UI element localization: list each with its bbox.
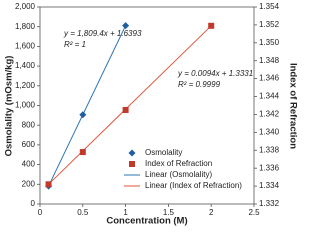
y2-tick-label: 1.346 [259,74,280,83]
x-axis-label: Concentration (M) [106,216,187,227]
y2-tick-label: 1.338 [259,145,280,154]
y2-tick-label: 1.354 [259,2,280,11]
y-tick-label: 0 [31,199,36,208]
y-tick-label: 1,200 [15,81,36,90]
annotation: y = 0.0094x + 1.3331 [177,69,253,78]
y-tick-label: 800 [22,120,36,129]
y-tick-label: 1,600 [15,42,36,51]
chart: Concentration (M) Osmolality (mOsm/kg) I… [4,2,299,227]
y2-tick-label: 1.340 [259,127,280,136]
x-tick-label: 0 [38,208,43,217]
y-tick-label: 200 [22,179,36,188]
x-tick-label: 1 [123,208,128,217]
legend-swatch [129,161,135,167]
point [208,22,215,29]
y2-tick-label: 1.334 [259,181,280,190]
y2-tick-label: 1.344 [259,92,280,101]
x-tick-label: 1.5 [163,208,175,217]
legend-label: Linear (Osmolality) [145,170,212,179]
y2-tick-label: 1.350 [259,38,280,47]
point [79,149,86,156]
y2-tick-label: 1.348 [259,56,280,65]
legend-label: Index of Refraction [145,159,212,168]
point [122,106,129,113]
y-tick-label: 1,800 [15,22,36,31]
annotation: R² = 0.9999 [178,80,221,89]
y-axis-label: Osmolality (mOsm/kg) [4,56,15,157]
y2-tick-label: 1.342 [259,110,280,119]
point [45,181,52,188]
y-tick-label: 1,000 [15,101,36,110]
y-tick-label: 2,000 [15,2,36,11]
point [79,111,87,119]
x-tick-label: 2.5 [248,208,260,217]
legend-swatch [128,149,136,157]
y2-tick-label: 1.336 [259,163,280,172]
x-tick-label: 2 [209,208,214,217]
y2-tick-label: 1.332 [259,199,280,208]
x-tick-label: 0.5 [77,208,89,217]
annotation: y = 1,809.4x + 1.6393 [63,29,142,38]
trend-line [48,25,212,185]
y2-axis-label: Index of Refraction [287,63,298,149]
annotation: R² = 1 [64,40,86,49]
y-tick-label: 600 [22,140,36,149]
y2-tick-label: 1.352 [259,20,280,29]
y-tick-label: 400 [22,160,36,169]
trend-line [48,25,127,187]
point [122,22,130,30]
legend-label: Linear (Index of Refraction) [145,181,242,190]
y-tick-label: 1,400 [15,61,36,70]
legend-label: Osmolality [145,148,182,157]
